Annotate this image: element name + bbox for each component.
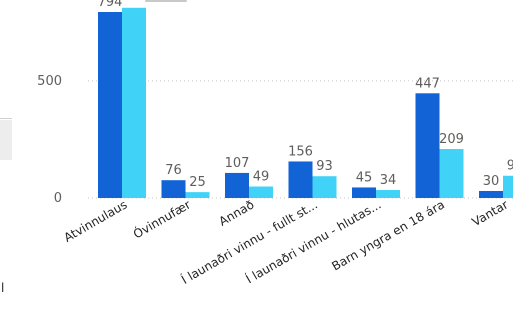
data-label-i-launa-ri-vinnu-hlutas-series-1: 45 (356, 170, 373, 185)
data-label-o-vinnuf-r-series-1: 76 (165, 163, 182, 178)
bar-barn-yngra-en-18-a-ra-series-1[interactable] (415, 93, 440, 198)
bar-o-vinnuf-r-series-1[interactable] (161, 180, 186, 198)
bar-i-launa-ri-vinnu-fullt-st-series-1[interactable] (288, 161, 313, 198)
data-label-barn-yngra-en-18-a-ra-series-1: 447 (415, 76, 440, 91)
category-label-vantar: Vantar (470, 197, 511, 229)
data-label-barn-yngra-en-18-a-ra-series-2: 209 (439, 132, 464, 147)
data-label-anna-series-2: 49 (253, 170, 270, 185)
bar-anna-series-1[interactable] (225, 172, 249, 198)
data-label-i-launa-ri-vinnu-fullt-st-series-2: 93 (316, 159, 333, 174)
data-label-vantar-series-1: 30 (483, 174, 500, 189)
category-label-atvinnulaus: Atvinnulaus (61, 197, 129, 244)
category-label-anna: Annað (216, 197, 256, 228)
data-label-o-vinnuf-r-series-2: 25 (189, 175, 206, 190)
bar-i-launa-ri-vinnu-hlutas-series-1[interactable] (352, 187, 376, 198)
bar-o-vinnuf-r-series-2[interactable] (185, 192, 210, 198)
data-label-i-launa-ri-vinnu-hlutas-series-2: 34 (380, 173, 397, 188)
bars (98, 7, 513, 199)
y-tick-label-500: 500 (37, 74, 62, 89)
category-label-barn-yngra-en-18-a-ra: Barn yngra en 18 ára (329, 197, 447, 273)
bar-barn-yngra-en-18-a-ra-series-2[interactable] (439, 149, 464, 198)
bar-i-launa-ri-vinnu-fullt-st-series-2[interactable] (312, 176, 337, 198)
data-label-anna-series-1: 107 (225, 156, 250, 171)
bar-anna-series-2[interactable] (249, 186, 273, 198)
y-tick-label-0: 0 (54, 191, 62, 206)
bar-vantar-series-1[interactable] (479, 190, 503, 198)
left-panel-fragment (0, 120, 12, 160)
bar-atvinnulaus-series-1[interactable] (98, 12, 122, 198)
category-label-o-vinnuf-r: Óvinnufær (130, 197, 193, 242)
left-panel-text-fragment: l (1, 281, 5, 295)
bar-vantar-series-2[interactable] (503, 175, 513, 198)
data-label-i-launa-ri-vinnu-fullt-st-series-1: 156 (288, 144, 313, 159)
bar-i-launa-ri-vinnu-hlutas-series-2[interactable] (376, 190, 400, 198)
title-fragment (145, 0, 187, 2)
y-axis: 0 500 (37, 74, 62, 206)
data-label-atvinnulaus-series-1: 794 (98, 0, 123, 10)
data-label-vantar-series-2: 95 (507, 159, 513, 174)
bar-atvinnulaus-series-2[interactable] (122, 7, 146, 199)
left-panel-divider (0, 118, 12, 119)
